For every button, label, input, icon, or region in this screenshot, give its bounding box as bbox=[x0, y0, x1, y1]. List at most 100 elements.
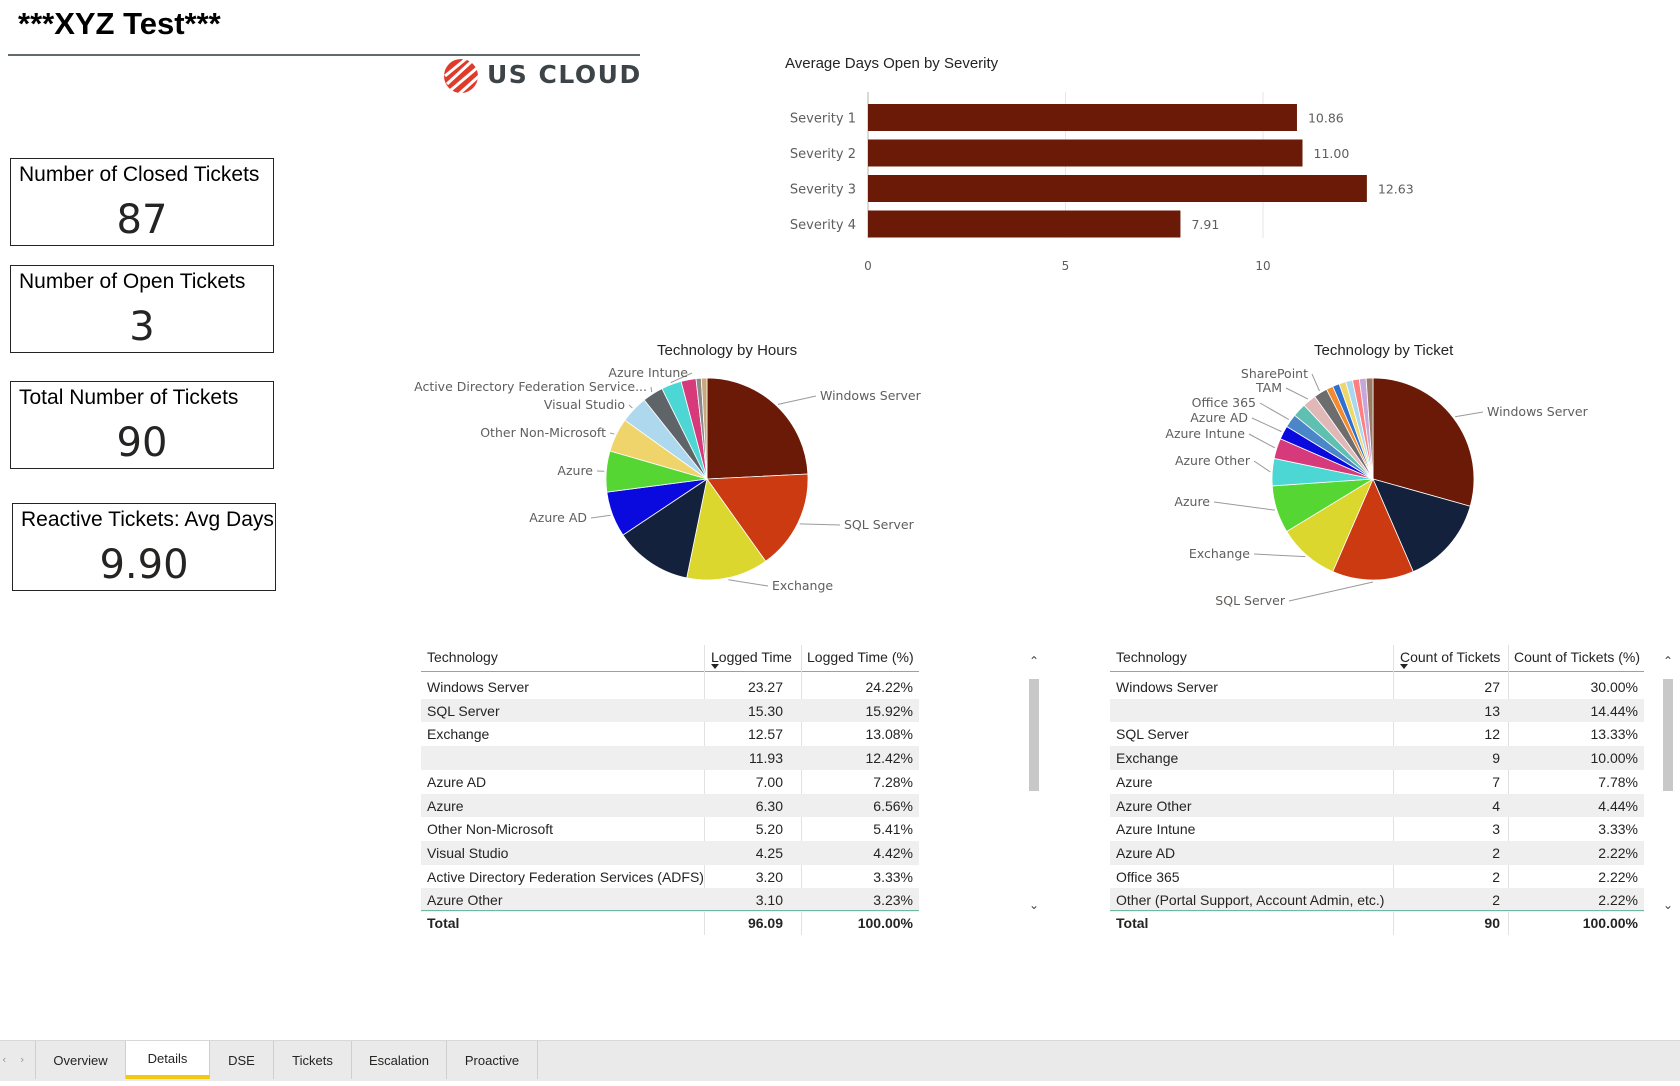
header-count-of-tickets-pct[interactable]: Count of Tickets (%) bbox=[1514, 649, 1641, 665]
tab-proactive[interactable]: Proactive bbox=[447, 1041, 538, 1079]
sort-desc-icon[interactable] bbox=[711, 664, 719, 669]
cell-technology: Other (Portal Support, Account Admin, et… bbox=[1116, 892, 1385, 909]
pie-slice[interactable] bbox=[700, 377, 708, 480]
header-logged-time[interactable]: Logged Time bbox=[711, 649, 792, 665]
table-row[interactable]: SQL Server 15.30 15.92% bbox=[421, 698, 919, 723]
scroll-down-icon[interactable]: ⌄ bbox=[1662, 898, 1674, 912]
pie-slice[interactable] bbox=[1365, 377, 1374, 480]
pie-slice[interactable] bbox=[1332, 477, 1414, 581]
leader-line bbox=[670, 372, 693, 384]
table-row[interactable]: Exchange 12.57 13.08% bbox=[421, 722, 919, 746]
table-row[interactable]: Azure Intune 3 3.33% bbox=[1110, 817, 1644, 841]
cell-value: 7 bbox=[1492, 773, 1500, 790]
cell-technology: Office 365 bbox=[1116, 868, 1180, 885]
severity-bar[interactable] bbox=[868, 175, 1367, 202]
leader-line bbox=[1213, 501, 1275, 511]
leader-line bbox=[1454, 411, 1484, 418]
bar-data-label: 12.63 bbox=[1378, 182, 1414, 197]
leader-line bbox=[799, 523, 841, 526]
y-category-label: Severity 2 bbox=[790, 147, 856, 162]
y-category-label: Severity 4 bbox=[790, 218, 856, 233]
table-row[interactable]: Azure AD 7.00 7.28% bbox=[421, 770, 919, 794]
pie-slice-label: Azure bbox=[557, 463, 593, 478]
cell-percent: 3.23% bbox=[873, 892, 913, 909]
pie-slice[interactable] bbox=[706, 377, 809, 480]
scroll-down-icon[interactable]: ⌄ bbox=[1028, 898, 1040, 912]
cell-value: 12 bbox=[1484, 726, 1500, 743]
table-row[interactable]: Azure 7 7.78% bbox=[1110, 770, 1644, 794]
tab-escalation[interactable]: Escalation bbox=[352, 1041, 447, 1079]
pie-slice-label: Exchange bbox=[1189, 546, 1250, 561]
header-technology[interactable]: Technology bbox=[1116, 649, 1187, 665]
table-row[interactable]: Office 365 2 2.22% bbox=[1110, 865, 1644, 889]
ticket-chart-title: Technology by Ticket bbox=[1314, 342, 1454, 359]
scroll-up-icon[interactable]: ⌃ bbox=[1662, 654, 1674, 668]
scroll-thumb[interactable] bbox=[1663, 679, 1673, 791]
table-row[interactable]: SQL Server 12 13.33% bbox=[1110, 722, 1644, 746]
table-row[interactable]: Other Non-Microsoft 5.20 5.41% bbox=[421, 817, 919, 841]
leader-line bbox=[1285, 387, 1309, 400]
cell-value: 2 bbox=[1492, 892, 1500, 909]
table-row[interactable]: Visual Studio 4.25 4.42% bbox=[421, 840, 919, 865]
cell-percent: 13.08% bbox=[865, 726, 913, 743]
pie-slice[interactable] bbox=[1372, 478, 1471, 573]
table-row[interactable]: Windows Server 27 30.00% bbox=[1110, 675, 1644, 699]
table-row[interactable]: Azure Other 4 4.44% bbox=[1110, 793, 1644, 818]
leader-line bbox=[1251, 417, 1282, 433]
sort-desc-icon[interactable] bbox=[1400, 664, 1408, 669]
header-count-of-tickets[interactable]: Count of Tickets bbox=[1400, 649, 1501, 665]
pie-slice[interactable] bbox=[1372, 377, 1475, 507]
pie-slice-label: Azure AD bbox=[1190, 410, 1248, 425]
total-count-of-tickets: 90 bbox=[1484, 915, 1500, 931]
table-row[interactable]: 11.93 12.42% bbox=[421, 746, 919, 770]
severity-bar[interactable] bbox=[868, 210, 1181, 238]
table-row[interactable]: 13 14.44% bbox=[1110, 698, 1644, 723]
cell-percent: 7.28% bbox=[873, 773, 913, 790]
cell-percent: 13.33% bbox=[1590, 726, 1638, 743]
table-row[interactable]: Azure 6.30 6.56% bbox=[421, 793, 919, 818]
table-row[interactable]: Azure AD 2 2.22% bbox=[1110, 840, 1644, 865]
pie-slice-label: Windows Server bbox=[820, 388, 922, 403]
tab-details[interactable]: Details bbox=[126, 1041, 210, 1079]
severity-bar[interactable] bbox=[868, 104, 1297, 131]
tab-overview[interactable]: Overview bbox=[36, 1041, 126, 1079]
tab-tickets[interactable]: Tickets bbox=[274, 1041, 352, 1079]
cell-value: 3 bbox=[1492, 821, 1500, 838]
closed-tickets-card: Number of Closed Tickets 87 bbox=[10, 158, 274, 246]
total-count-of-tickets-pct: 100.00% bbox=[1582, 915, 1638, 931]
tab-scroll-left-icon[interactable]: ‹ bbox=[2, 1053, 7, 1066]
leader-line bbox=[1253, 460, 1271, 473]
table-row[interactable]: Azure Other 3.10 3.23% bbox=[421, 888, 919, 912]
page-tab-bar: ‹ › Overview Details DSE Tickets Escalation P… bbox=[0, 1040, 1680, 1081]
cell-percent: 3.33% bbox=[873, 868, 913, 885]
pie-slice[interactable] bbox=[622, 478, 708, 579]
card-label: Reactive Tickets: Avg Days bbox=[21, 508, 274, 531]
cell-value: 9 bbox=[1492, 750, 1500, 767]
table-row[interactable]: Other (Portal Support, Account Admin, et… bbox=[1110, 888, 1644, 912]
tab-dse[interactable]: DSE bbox=[210, 1041, 274, 1079]
report-title: ***XYZ Test*** bbox=[18, 6, 221, 41]
ticket-table-scrollbar[interactable]: ⌃ ⌄ bbox=[1662, 651, 1674, 915]
scroll-thumb[interactable] bbox=[1029, 679, 1039, 791]
hours-table-scrollbar[interactable]: ⌃ ⌄ bbox=[1028, 651, 1040, 915]
pie-slice[interactable] bbox=[706, 473, 809, 562]
cell-value: 3.20 bbox=[755, 868, 783, 885]
card-value: 90 bbox=[116, 420, 168, 466]
pie-slice[interactable] bbox=[686, 478, 767, 581]
table-row[interactable]: Active Directory Federation Services (AD… bbox=[421, 865, 919, 889]
column-divider bbox=[801, 645, 802, 935]
pie-slice-label: Azure Intune bbox=[608, 365, 688, 380]
scroll-up-icon[interactable]: ⌃ bbox=[1028, 654, 1040, 668]
pie-slice-label: TAM bbox=[1255, 380, 1282, 395]
card-value: 87 bbox=[116, 197, 168, 243]
cell-percent: 4.42% bbox=[873, 844, 913, 861]
table-row[interactable]: Exchange 9 10.00% bbox=[1110, 746, 1644, 770]
cell-technology: Azure bbox=[1116, 773, 1153, 790]
table-row[interactable]: Windows Server 23.27 24.22% bbox=[421, 675, 919, 699]
header-logged-time-pct[interactable]: Logged Time (%) bbox=[807, 649, 914, 665]
tab-scroll-right-icon[interactable]: › bbox=[20, 1053, 25, 1066]
y-category-label: Severity 1 bbox=[790, 112, 856, 127]
header-technology[interactable]: Technology bbox=[427, 649, 498, 665]
severity-bar[interactable] bbox=[868, 139, 1303, 167]
y-category-label: Severity 3 bbox=[790, 183, 856, 198]
